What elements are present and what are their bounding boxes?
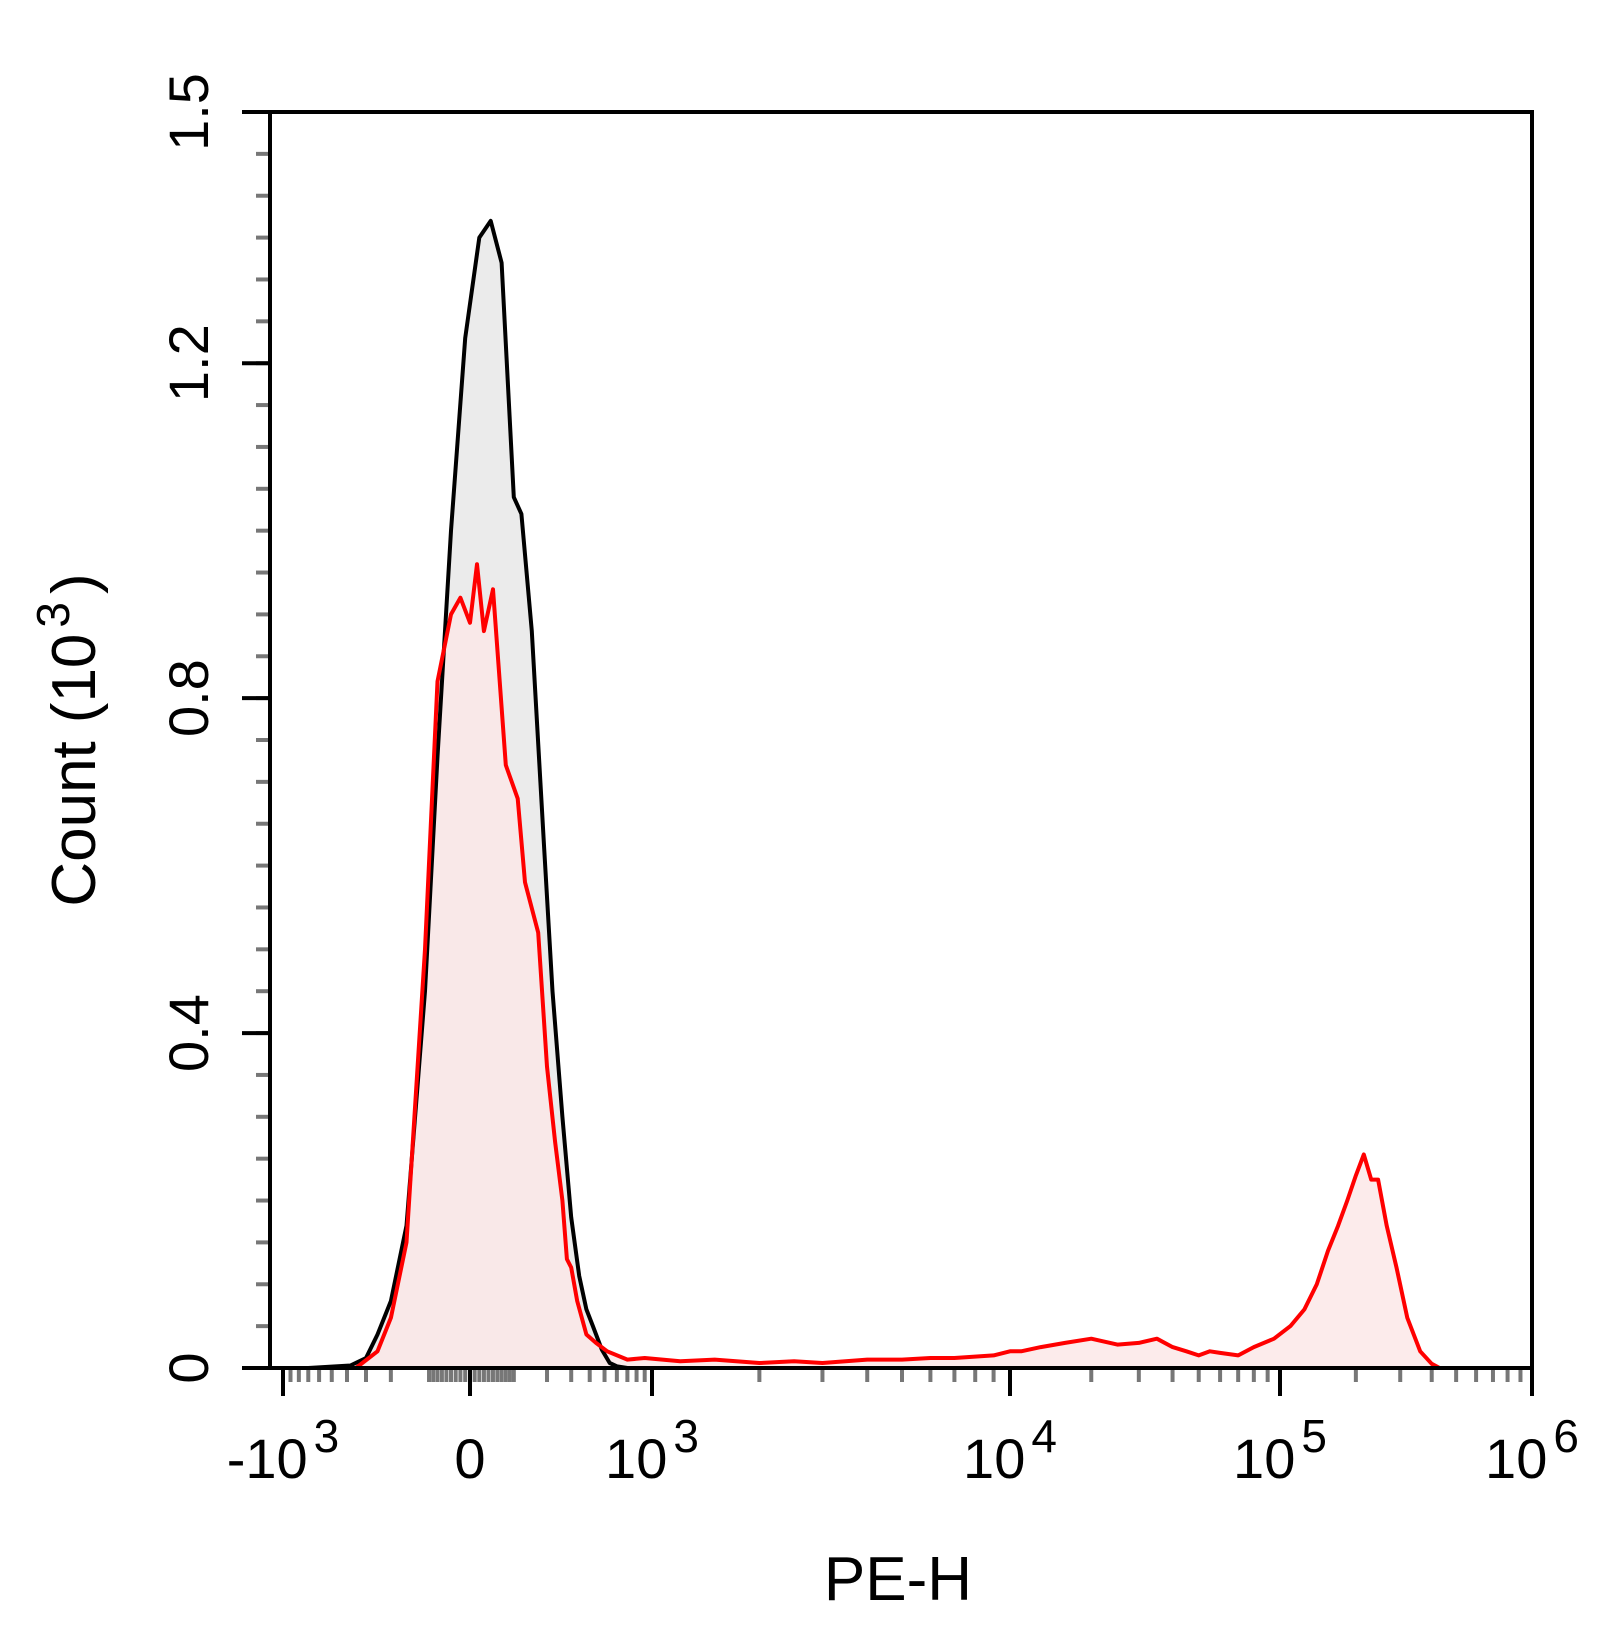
y-axis-title: Count (10 3) (27, 573, 109, 906)
y-axis-unit-exp: 3 (27, 602, 79, 628)
y-tick-labels: 0 0.4 0.8 1.2 1.5 (157, 73, 220, 1384)
x-tick-labels: -10 3 0 10 3 10 4 10 5 10 6 (227, 1410, 1579, 1490)
y-axis-title-main: Count (40, 741, 109, 906)
series-2-line (354, 562, 1441, 1370)
series-1-line (308, 218, 628, 1370)
y-tick-label: 0.4 (157, 994, 220, 1072)
y-tick-label: 1.2 (157, 324, 220, 402)
series-2-fill (355, 564, 1440, 1368)
axis-ticks (242, 110, 1534, 1396)
y-tick-label: 0.8 (157, 659, 220, 737)
plot-frame (268, 110, 1534, 1370)
y-tick-label: 0 (157, 1352, 220, 1383)
x-tick-label: 10 6 (1485, 1410, 1579, 1490)
x-tick-label: 10 5 (1233, 1410, 1327, 1490)
y-axis-unit-base: (10 (40, 634, 109, 724)
y-tick-label: 1.5 (157, 73, 220, 151)
x-tick-label: -10 3 (227, 1410, 340, 1490)
x-tick-label: 10 4 (963, 1410, 1057, 1490)
x-tick-label: 0 (454, 1427, 485, 1490)
plot-area (308, 218, 1441, 1370)
x-tick-label: 10 3 (605, 1410, 699, 1490)
y-axis-unit-close: ) (40, 573, 109, 594)
x-axis-title: PE-H (824, 1545, 972, 1614)
